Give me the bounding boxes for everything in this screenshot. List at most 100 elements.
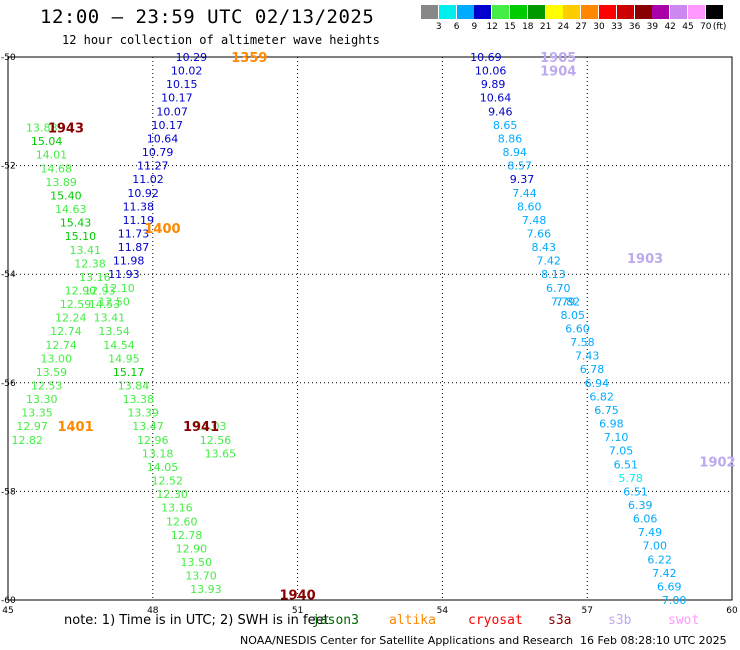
wave-height-value: 6.94 bbox=[585, 377, 610, 390]
wave-height-value: 14.53 bbox=[89, 298, 121, 311]
wave-height-value: 10.15 bbox=[166, 78, 198, 91]
color-scale-label: 45 bbox=[682, 22, 694, 32]
wave-height-value: 12.60 bbox=[166, 515, 198, 528]
color-scale-label: 39 bbox=[646, 22, 659, 32]
track-time-label: 1903 bbox=[627, 252, 663, 267]
wave-height-value: 6.51 bbox=[614, 458, 639, 471]
x-tick-label: 51 bbox=[292, 606, 303, 616]
wave-height-value: 13.41 bbox=[94, 312, 126, 325]
color-scale-label: 3 bbox=[435, 22, 442, 32]
wave-height-value: 14.63 bbox=[55, 203, 87, 216]
track-time-label: 1400 bbox=[144, 222, 180, 237]
x-tick-label: 48 bbox=[147, 606, 159, 616]
wave-height-value: 10.64 bbox=[480, 92, 512, 105]
wave-height-value: 15.04 bbox=[31, 135, 63, 148]
wave-height-value: 11.19 bbox=[123, 214, 155, 227]
wave-height-value: 10.02 bbox=[171, 65, 203, 78]
wave-height-value: 13.65 bbox=[205, 447, 237, 460]
wave-height-value: 12.74 bbox=[50, 325, 82, 338]
wave-height-value: 12.38 bbox=[74, 257, 106, 270]
wave-height-value: 13.70 bbox=[185, 570, 217, 583]
wave-height-value: 10.17 bbox=[152, 119, 184, 132]
wave-height-value: 8.13 bbox=[541, 268, 566, 281]
track-time-label: 1941 bbox=[183, 420, 219, 435]
color-scale-label: 36 bbox=[628, 22, 641, 32]
wave-height-value: 12.50 bbox=[98, 295, 130, 308]
wave-height-value: 6.69 bbox=[657, 580, 682, 593]
color-scale-label: 42 bbox=[664, 22, 676, 32]
track-time-label: 1902 bbox=[699, 456, 735, 471]
wave-height-value: 12.93 bbox=[84, 284, 116, 297]
color-scale-label: 24 bbox=[557, 22, 570, 32]
wave-height-value: 13.00 bbox=[41, 352, 73, 365]
wave-height-value: 11.73 bbox=[118, 227, 150, 240]
color-scale-label: 18 bbox=[522, 22, 534, 32]
x-tick-label: 54 bbox=[437, 606, 449, 616]
wave-height-value: 10.64 bbox=[147, 132, 179, 145]
wave-height-value: 6.39 bbox=[628, 499, 653, 512]
wave-height-value: 14.68 bbox=[41, 162, 73, 175]
color-scale-label: 12 bbox=[486, 22, 498, 32]
wave-height-value: 12.53 bbox=[31, 380, 63, 393]
wave-height-value: 13.41 bbox=[69, 244, 101, 257]
wave-height-value: 12.90 bbox=[176, 542, 208, 555]
wave-height-value: 13.59 bbox=[36, 366, 68, 379]
color-swatch bbox=[616, 5, 634, 19]
wave-height-value: 7.00 bbox=[643, 540, 668, 553]
wave-height-value: 7.42 bbox=[536, 255, 561, 268]
wave-height-value: 7.48 bbox=[522, 214, 547, 227]
wave-height-value: 12.10 bbox=[103, 282, 135, 295]
wave-height-value: 8.94 bbox=[503, 146, 528, 159]
wave-height-value: 7.58 bbox=[570, 336, 595, 349]
wave-height-value: 9.46 bbox=[488, 105, 513, 118]
wave-height-value: 8.60 bbox=[517, 200, 542, 213]
color-swatch bbox=[563, 5, 581, 19]
color-swatch bbox=[438, 5, 456, 19]
color-scale-unit: (ft) bbox=[712, 22, 727, 32]
track-time-label: 1904 bbox=[540, 65, 576, 80]
wave-height-value: 6.06 bbox=[633, 513, 658, 526]
wave-height-value: 7.42 bbox=[652, 567, 677, 580]
wave-height-value: 10.07 bbox=[156, 105, 188, 118]
wave-height-value: 12.90 bbox=[65, 284, 97, 297]
wave-height-value: 14.05 bbox=[147, 461, 179, 474]
wave-height-value: 15.43 bbox=[60, 217, 92, 230]
wave-height-value: 13.50 bbox=[180, 556, 212, 569]
page-title: 12:00 — 23:59 UTC 02/13/2025 bbox=[40, 6, 375, 28]
wave-height-value: 10.06 bbox=[475, 65, 507, 78]
wave-height-value: 7.82 bbox=[556, 295, 581, 308]
y-tick-label: -58 bbox=[1, 487, 16, 497]
wave-height-value: 13.18 bbox=[142, 447, 174, 460]
wave-height-value: 14.54 bbox=[103, 339, 135, 352]
track-time-label: 1905 bbox=[540, 51, 576, 66]
wave-height-value: 12.56 bbox=[200, 434, 232, 447]
wave-height-value: 11.27 bbox=[137, 160, 169, 173]
wave-height-value: 10.69 bbox=[470, 51, 502, 64]
color-swatch bbox=[581, 5, 599, 19]
wave-height-value: 14.95 bbox=[108, 352, 140, 365]
color-swatch bbox=[492, 5, 510, 19]
wave-height-value: 13.84 bbox=[118, 380, 150, 393]
wave-height-value: 8.05 bbox=[560, 309, 585, 322]
wave-height-value: 8.57 bbox=[507, 160, 532, 173]
color-scale-label: 6 bbox=[453, 22, 460, 32]
wave-height-value: 13.16 bbox=[161, 502, 193, 515]
wave-height-value: 11.87 bbox=[118, 241, 150, 254]
wave-height-value: 8.86 bbox=[498, 132, 523, 145]
wave-height-value: 6.22 bbox=[647, 553, 672, 566]
track-time-label: 1940 bbox=[280, 589, 316, 604]
color-swatch bbox=[688, 5, 705, 19]
wave-height-value: 8.65 bbox=[493, 119, 518, 132]
wave-height-value: 7.66 bbox=[527, 227, 552, 240]
wave-height-value: 7.05 bbox=[609, 445, 634, 458]
wave-height-value: 9.37 bbox=[510, 173, 535, 186]
color-swatch bbox=[545, 5, 563, 19]
wave-height-value: 6.78 bbox=[580, 363, 605, 376]
color-scale-label: 30 bbox=[593, 22, 605, 32]
wave-height-value: 9.89 bbox=[481, 78, 506, 91]
satellite-legend-s3a: s3a bbox=[548, 613, 572, 628]
y-tick-label: -60 bbox=[1, 596, 16, 606]
x-tick-label: 57 bbox=[581, 606, 592, 616]
wave-height-value: 13.16 bbox=[79, 271, 111, 284]
wave-height-value: 11.38 bbox=[123, 200, 155, 213]
